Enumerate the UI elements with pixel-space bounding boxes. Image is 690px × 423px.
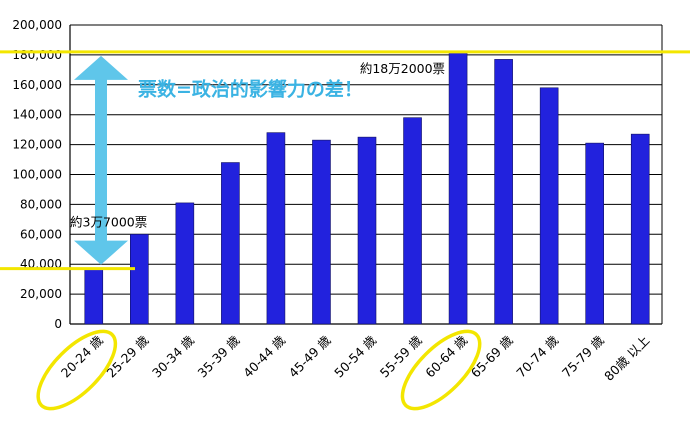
highlight-ellipse (36, 329, 118, 411)
category-labels: 20-24 歳25-29 歳30-34 歳35-39 歳40-44 歳45-49… (58, 332, 652, 384)
bar (266, 132, 286, 325)
bar (221, 162, 240, 325)
y-tick-label: 180,000 (12, 48, 62, 62)
category-label: 80歳 以上 (601, 333, 652, 384)
max-vote-label: 約18万2000票 (360, 61, 445, 76)
bar (539, 87, 559, 325)
highlight-ellipse (400, 329, 482, 411)
category-label: 70-74 歳 (513, 332, 561, 380)
y-tick-label: 20,000 (20, 287, 62, 301)
bar (312, 139, 331, 325)
highlight-ellipses (36, 329, 482, 411)
y-tick-label: 60,000 (20, 227, 62, 241)
bar (130, 234, 149, 325)
category-label: 35-39 歳 (195, 332, 243, 380)
y-tick-label: 0 (54, 317, 62, 331)
bar (357, 136, 377, 325)
difference-arrow-icon (74, 55, 128, 265)
y-tick-label: 200,000 (12, 18, 62, 32)
y-tick-labels: 020,00040,00060,00080,000100,000120,0001… (12, 18, 62, 331)
category-label: 65-69 歳 (468, 332, 516, 380)
bar (448, 51, 468, 325)
bar (630, 133, 650, 325)
bar (585, 142, 604, 325)
category-label: 25-29 歳 (103, 332, 151, 380)
y-tick-label: 160,000 (12, 78, 62, 92)
bars (84, 51, 650, 325)
category-label: 45-49 歳 (286, 332, 334, 380)
bar (403, 117, 422, 325)
category-label: 30-34 歳 (149, 332, 197, 380)
y-tick-label: 80,000 (20, 197, 62, 211)
y-tick-label: 120,000 (12, 138, 62, 152)
bar (494, 59, 513, 325)
category-label: 40-44 歳 (240, 332, 288, 380)
category-label: 50-54 歳 (331, 332, 379, 380)
bar (175, 202, 195, 325)
y-tick-label: 100,000 (12, 168, 62, 182)
reference-lines (0, 50, 690, 271)
min-vote-label: 約3万7000票 (70, 215, 147, 230)
bar (84, 268, 104, 325)
arrow-shape (74, 55, 128, 265)
headline-text: 票数=政治的影響力の差！ (138, 77, 363, 100)
y-tick-label: 140,000 (12, 108, 62, 122)
category-label: 55-59 歳 (377, 332, 425, 380)
